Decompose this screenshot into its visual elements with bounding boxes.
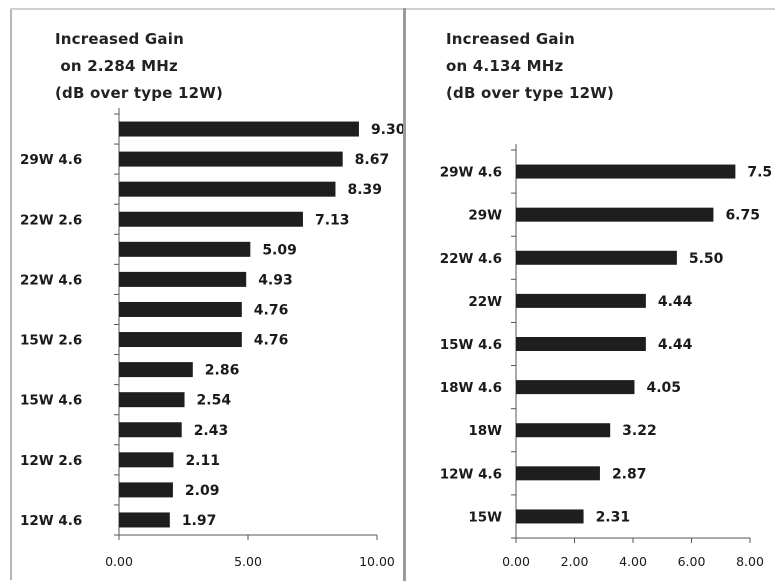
category-label: 29W 4.6 bbox=[440, 165, 502, 181]
bar bbox=[119, 181, 336, 197]
data-label: 4.44 bbox=[658, 337, 693, 353]
bar-chart-2284: 9.30 8.67 29W 4.6 8.39 7.13 22W 2.6 5.09 4.93 22… bbox=[20, 108, 403, 569]
x-tick-label: 0.00 bbox=[105, 554, 133, 569]
category-label: 12W 4.6 bbox=[440, 466, 502, 482]
data-label: 2.11 bbox=[185, 453, 220, 469]
bar bbox=[119, 482, 173, 498]
x-tick-label: 4.00 bbox=[619, 554, 647, 569]
category-label: 12W 4.6 bbox=[20, 513, 82, 529]
bar bbox=[516, 337, 646, 351]
category-label: 22W 2.6 bbox=[20, 212, 82, 228]
bar bbox=[516, 509, 584, 524]
data-label: 7.5 bbox=[747, 165, 772, 181]
data-label: 2.87 bbox=[612, 466, 647, 482]
bar bbox=[119, 332, 242, 348]
bar bbox=[516, 293, 646, 308]
data-label: 5.50 bbox=[689, 251, 724, 267]
chart-panel-2284: Increased Gain on 2.284 MHz (dB over typ… bbox=[20, 30, 403, 569]
panel-divider bbox=[403, 8, 406, 581]
category-label: 15W 4.6 bbox=[20, 393, 82, 409]
data-label: 8.39 bbox=[347, 182, 382, 198]
category-label: 15W bbox=[468, 509, 502, 525]
bar bbox=[119, 392, 185, 408]
top-border bbox=[10, 8, 775, 10]
bar bbox=[119, 271, 247, 287]
bar bbox=[516, 250, 677, 265]
bar bbox=[119, 121, 359, 137]
data-label: 2.31 bbox=[596, 509, 631, 525]
bar bbox=[119, 512, 170, 528]
chart-title-line-1: Increased Gain bbox=[446, 30, 575, 48]
data-label: 9.30 bbox=[371, 122, 403, 138]
bar bbox=[516, 423, 611, 438]
category-label: 18W 4.6 bbox=[440, 380, 502, 396]
category-label: 22W 4.6 bbox=[440, 251, 502, 267]
bar bbox=[119, 452, 174, 468]
category-label: 18W bbox=[468, 423, 502, 439]
category-label: 29W bbox=[468, 208, 502, 224]
chart-panel-4134: Increased Gain on 4.134 MHz (dB over typ… bbox=[406, 0, 775, 581]
chart-title-line-2: on 4.134 MHz bbox=[446, 57, 564, 75]
bar bbox=[119, 301, 242, 317]
data-label: 4.76 bbox=[254, 333, 289, 349]
data-label: 2.43 bbox=[194, 423, 229, 439]
x-tick-label: 0.00 bbox=[502, 554, 530, 569]
category-label: 29W 4.6 bbox=[20, 152, 82, 168]
x-tick-label: 5.00 bbox=[234, 554, 262, 569]
data-label: 1.97 bbox=[182, 513, 217, 529]
bar bbox=[516, 380, 635, 395]
category-label: 22W bbox=[468, 294, 502, 310]
bar-chart-4134: 7.5 29W 4.6 6.75 29W 5.50 22W 4.6 4.44 22W 4.44 1… bbox=[440, 144, 772, 569]
data-label: 8.67 bbox=[355, 152, 390, 168]
chart-title-line-1: Increased Gain bbox=[55, 30, 184, 48]
x-tick-label: 2.00 bbox=[561, 554, 589, 569]
x-tick-label: 6.00 bbox=[678, 554, 706, 569]
category-label: 15W 2.6 bbox=[20, 333, 82, 349]
x-tick-label: 8.00 bbox=[736, 554, 764, 569]
bar bbox=[119, 362, 193, 378]
data-label: 7.13 bbox=[315, 212, 350, 228]
left-border bbox=[10, 10, 12, 580]
category-label: 22W 4.6 bbox=[20, 272, 82, 288]
bar bbox=[119, 211, 303, 227]
bar bbox=[119, 151, 343, 167]
bar bbox=[119, 241, 251, 257]
data-label: 4.76 bbox=[254, 302, 289, 318]
bar bbox=[516, 466, 600, 481]
chart-title-line-3: (dB over type 12W) bbox=[55, 84, 224, 102]
chart-title-line-3: (dB over type 12W) bbox=[446, 84, 615, 102]
data-label: 3.22 bbox=[622, 423, 657, 439]
data-label: 2.09 bbox=[185, 483, 220, 499]
data-label: 2.86 bbox=[205, 363, 240, 379]
x-tick-label: 10.00 bbox=[359, 554, 395, 569]
bar bbox=[119, 422, 182, 438]
data-label: 2.54 bbox=[197, 393, 232, 409]
bar bbox=[516, 207, 714, 222]
bar bbox=[516, 164, 736, 179]
data-label: 6.75 bbox=[725, 208, 760, 224]
data-label: 4.93 bbox=[258, 272, 293, 288]
chart-title-line-2: on 2.284 MHz bbox=[55, 57, 178, 75]
data-label: 4.44 bbox=[658, 294, 693, 310]
category-label: 12W 2.6 bbox=[20, 453, 82, 469]
data-label: 4.05 bbox=[646, 380, 681, 396]
data-label: 5.09 bbox=[262, 242, 297, 258]
category-label: 15W 4.6 bbox=[440, 337, 502, 353]
